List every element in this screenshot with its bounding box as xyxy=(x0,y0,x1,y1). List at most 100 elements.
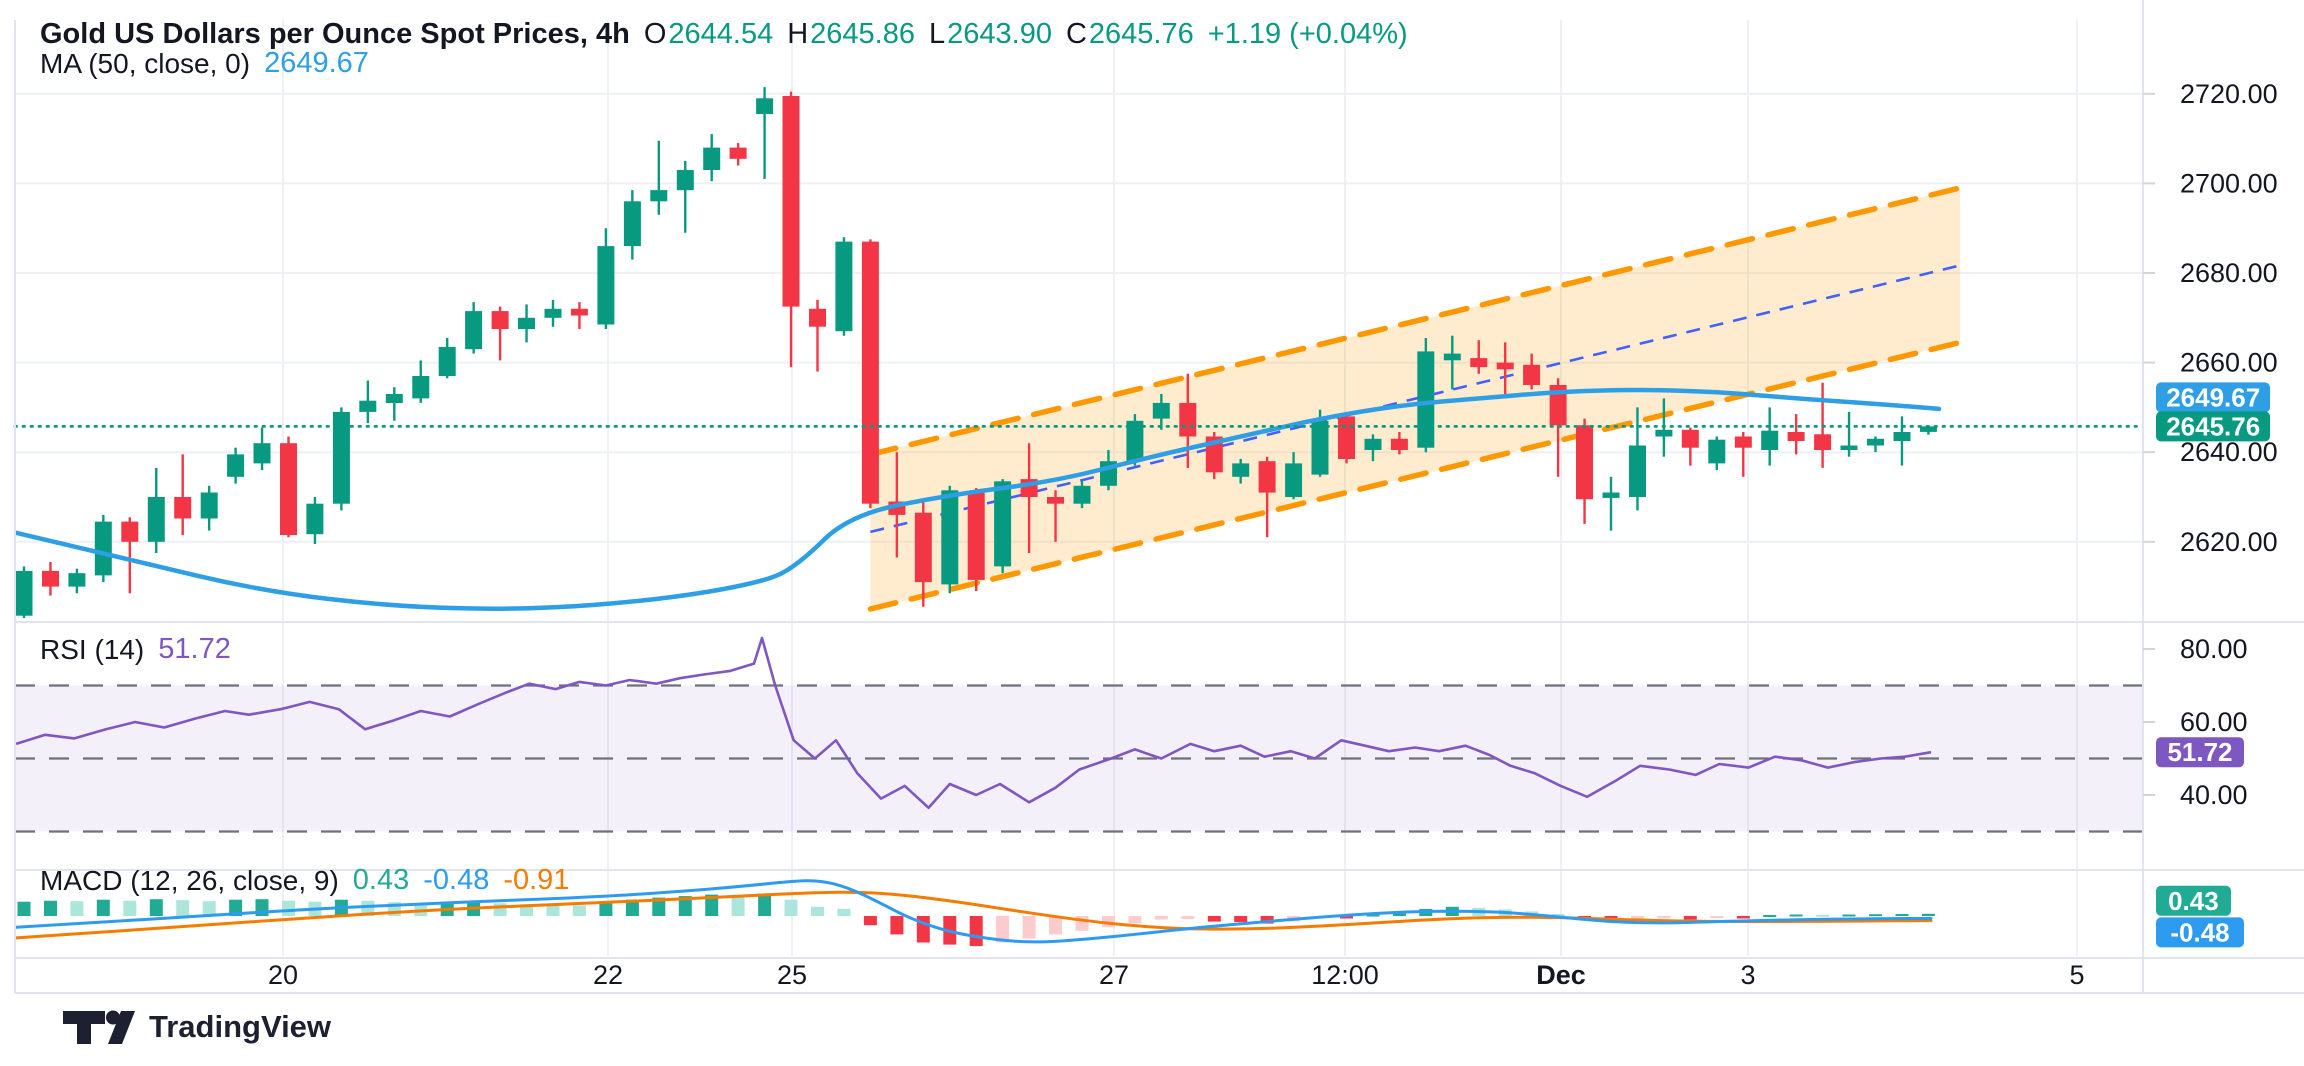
candle-body xyxy=(676,170,694,191)
candle-up[interactable] xyxy=(68,568,86,594)
candle-up[interactable] xyxy=(1364,434,1382,462)
candle-up[interactable] xyxy=(1152,394,1170,430)
candle-up[interactable] xyxy=(412,360,430,403)
candle-down[interactable] xyxy=(1496,342,1514,394)
candle-down[interactable] xyxy=(729,143,747,166)
tradingview-logo[interactable]: TradingView xyxy=(63,1009,332,1044)
candle-up[interactable] xyxy=(1285,452,1303,500)
candle-up[interactable] xyxy=(1761,407,1779,466)
candle-up[interactable] xyxy=(465,302,483,354)
candle-down[interactable] xyxy=(174,454,192,536)
candle-up[interactable] xyxy=(518,304,535,343)
candle-up[interactable] xyxy=(385,387,403,421)
candle-up[interactable] xyxy=(15,566,33,618)
candle-up[interactable] xyxy=(438,338,456,379)
channel-upper-line[interactable] xyxy=(867,185,1963,458)
candle-body xyxy=(121,521,139,542)
channel-lower-line[interactable] xyxy=(867,339,1963,612)
macd-line[interactable] xyxy=(14,879,1933,944)
candle-up[interactable] xyxy=(332,407,350,511)
candle-down[interactable] xyxy=(809,299,826,372)
candle-up[interactable] xyxy=(650,140,668,215)
candle-body xyxy=(597,246,615,325)
candle-up[interactable] xyxy=(1708,436,1726,471)
candle-up[interactable] xyxy=(941,485,959,594)
candle-body xyxy=(1629,445,1646,497)
candle-down[interactable] xyxy=(967,488,985,592)
macd-signal-line[interactable] xyxy=(14,890,1933,940)
candle-up[interactable] xyxy=(1893,416,1911,466)
candles[interactable] xyxy=(15,87,1937,618)
time-axis-label: 27 xyxy=(1099,960,1129,990)
candle-up[interactable] xyxy=(597,228,615,329)
candle-up[interactable] xyxy=(994,479,1012,574)
candle-body xyxy=(861,241,879,504)
candle-down[interactable] xyxy=(1047,490,1064,542)
candle-down[interactable] xyxy=(1470,340,1488,374)
candle-down[interactable] xyxy=(1576,418,1593,524)
svg-text:-0.48: -0.48 xyxy=(2170,917,2229,947)
macd-hist-bar xyxy=(705,894,719,916)
candle-body xyxy=(1285,463,1303,497)
candle-down[interactable] xyxy=(1549,378,1567,477)
macd-hist-bar xyxy=(996,916,1010,943)
candle-up[interactable] xyxy=(253,427,271,471)
candle-up[interactable] xyxy=(1232,458,1250,484)
candle-up[interactable] xyxy=(676,161,694,233)
candle-up[interactable] xyxy=(1840,411,1858,457)
candle-down[interactable] xyxy=(1258,456,1276,538)
candle-body xyxy=(1893,432,1911,441)
candle-down[interactable] xyxy=(1681,427,1699,466)
candle-up[interactable] xyxy=(1073,481,1091,509)
candle-body xyxy=(438,346,456,376)
candle-up[interactable] xyxy=(200,485,218,531)
rsi-line[interactable] xyxy=(15,636,1932,810)
candle-up[interactable] xyxy=(1126,414,1144,466)
candle-body xyxy=(518,317,535,329)
candle-down[interactable] xyxy=(491,306,509,361)
candle-up[interactable] xyxy=(1443,335,1461,390)
candle-down[interactable] xyxy=(914,499,932,607)
candle-body xyxy=(1734,436,1752,448)
candle-up[interactable] xyxy=(756,87,774,179)
candle-up[interactable] xyxy=(359,380,377,424)
macd-hist-bar xyxy=(1816,914,1830,917)
candle-up[interactable] xyxy=(1417,338,1435,453)
candle-body xyxy=(1867,438,1884,446)
svg-text:0.43: 0.43 xyxy=(2168,886,2219,916)
candle-up[interactable] xyxy=(1602,476,1620,531)
candle-up[interactable] xyxy=(306,497,324,544)
candle-down[interactable] xyxy=(1179,373,1197,468)
ma50-line[interactable] xyxy=(13,387,1942,611)
candle-down[interactable] xyxy=(782,91,800,368)
candle-down[interactable] xyxy=(121,517,139,594)
candle-up[interactable] xyxy=(94,514,112,583)
candle-down[interactable] xyxy=(1523,353,1541,390)
candle-up[interactable] xyxy=(147,467,165,553)
candle-down[interactable] xyxy=(1734,432,1752,477)
candle-body xyxy=(1179,402,1197,437)
macd-hist-bar xyxy=(1710,916,1724,918)
macd-hist-bar xyxy=(784,899,798,916)
candle-down[interactable] xyxy=(1390,432,1408,455)
candle-down[interactable] xyxy=(1787,414,1805,455)
price-axis[interactable]: 2720.00 2700.00 2680.00 2660.00 2640.00 2620.… xyxy=(2143,79,2278,948)
candle-down[interactable] xyxy=(1338,411,1355,464)
time-axis[interactable]: 20 22 25 27 12:00 Dec 3 5 xyxy=(268,960,2085,990)
candle-down[interactable] xyxy=(861,239,879,509)
candle-up[interactable] xyxy=(703,134,721,182)
axis-tick-label: 80.00 xyxy=(2180,634,2248,664)
candle-down[interactable] xyxy=(280,436,297,538)
candle-up[interactable] xyxy=(835,237,853,336)
candle-down[interactable] xyxy=(42,562,59,596)
candle-down[interactable] xyxy=(570,302,588,329)
candle-up[interactable] xyxy=(227,447,245,484)
candle-up[interactable] xyxy=(544,299,562,327)
candle-up[interactable] xyxy=(623,190,641,260)
regression-channel[interactable] xyxy=(867,185,1963,612)
candle-body xyxy=(1523,364,1541,385)
candle-up[interactable] xyxy=(1867,436,1884,453)
candle-up[interactable] xyxy=(1629,407,1646,511)
channel-median-line[interactable] xyxy=(870,264,1961,534)
